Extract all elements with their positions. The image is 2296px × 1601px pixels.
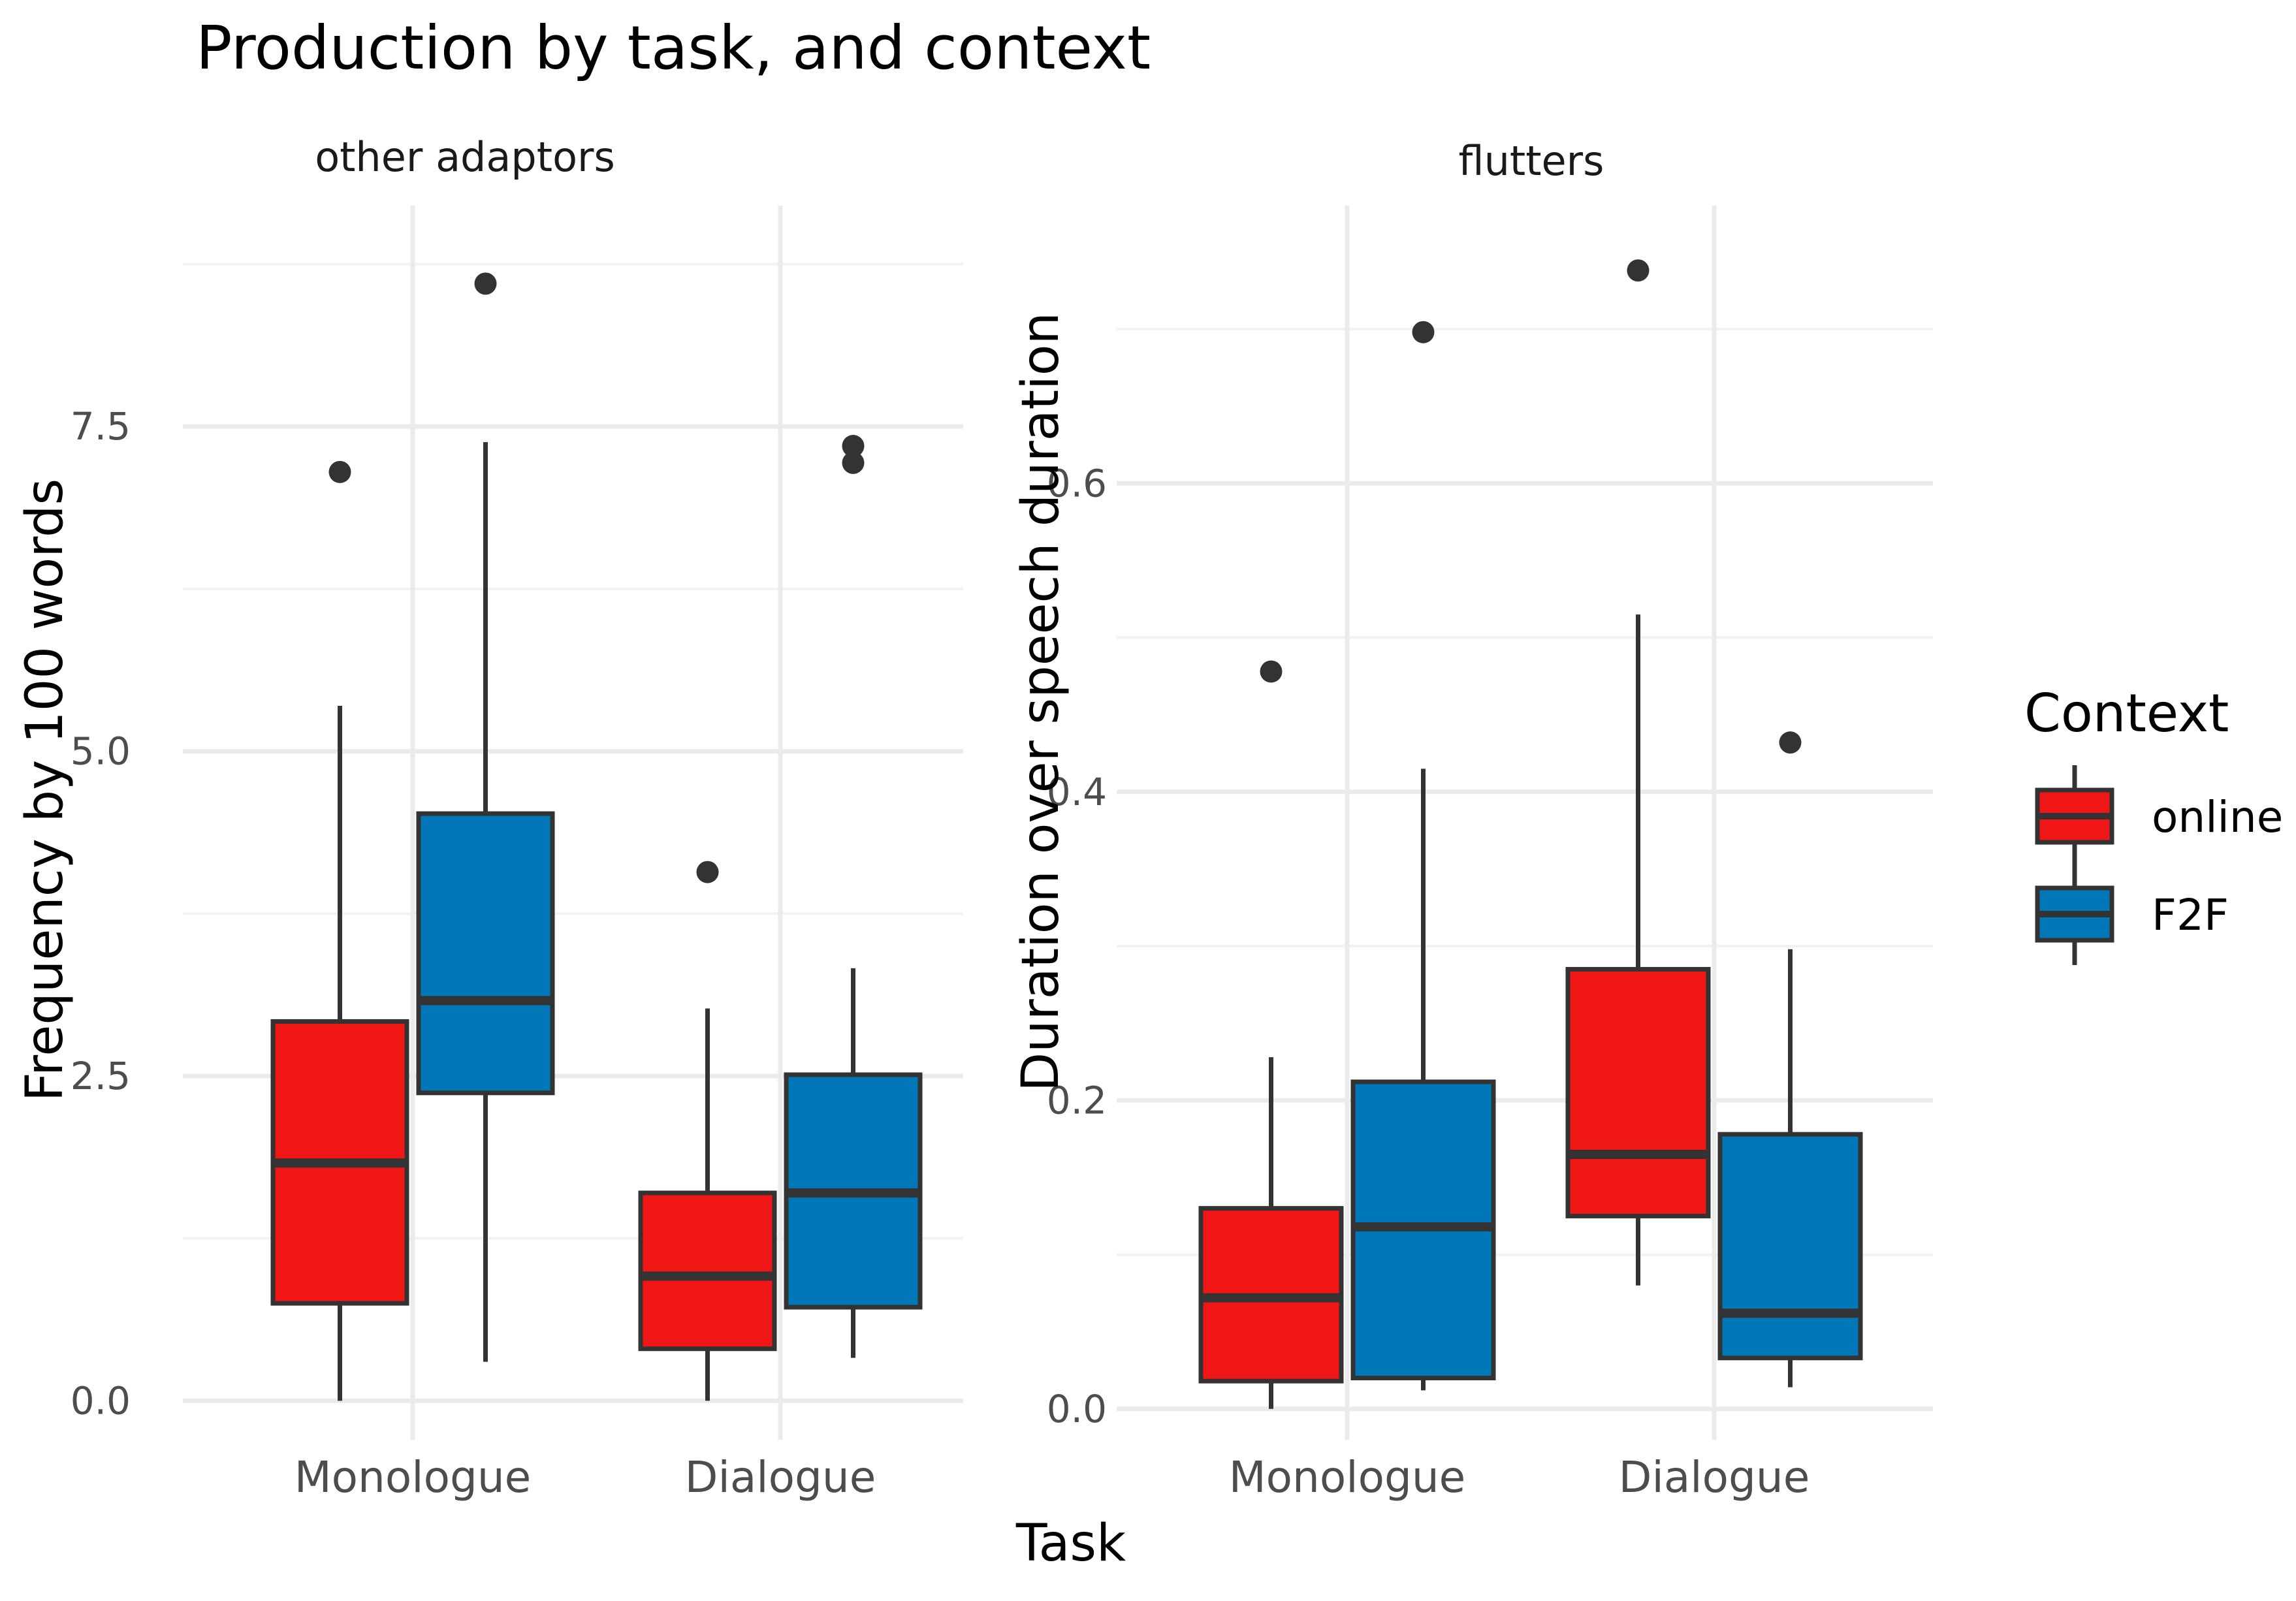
y-axis-title: Frequency by 100 words (16, 479, 74, 1102)
outlier-point (474, 272, 497, 295)
panel-other-adaptors: 0.0 2.5 5.0 7.5 Monologue Dialogue (71, 206, 963, 1502)
y-tick-label: 0.0 (71, 1378, 131, 1423)
outlier-point (1627, 259, 1650, 282)
y-axis-title: Duration over speech duration (1012, 312, 1070, 1092)
y-tick-label: 0.0 (1047, 1387, 1107, 1431)
x-tick-label: Dialogue (685, 1452, 876, 1502)
chart-title: Production by task, and context (196, 13, 1151, 83)
y-tick-label: 2.5 (71, 1054, 131, 1098)
outlier-point (1412, 321, 1435, 343)
box-online (1565, 966, 1711, 1218)
outlier-point (842, 451, 865, 474)
legend-label: online (2152, 792, 2283, 842)
outlier-point (328, 460, 351, 483)
outlier-point (1260, 660, 1283, 683)
panel-flutters: 0.0 0.2 0.4 0.6 Monologue Dialogue (1047, 206, 1933, 1502)
y-tick-label: 5.0 (71, 729, 131, 774)
panel-strip-label: other adaptors (315, 133, 615, 181)
x-tick-label: Monologue (295, 1452, 532, 1502)
outlier-point (696, 861, 719, 883)
box-F2F (416, 811, 555, 1096)
panel-strip-label: flutters (1459, 137, 1604, 185)
x-axis-title: Task (1015, 1514, 1126, 1573)
legend-label: F2F (2152, 890, 2229, 940)
legend-title: Context (2024, 683, 2229, 744)
box-F2F (1717, 1132, 1863, 1361)
x-tick-label: Monologue (1229, 1452, 1466, 1502)
y-tick-label: 7.5 (71, 404, 131, 449)
y-tick-label: 0.6 (1047, 461, 1107, 505)
x-tick-label: Dialogue (1619, 1452, 1810, 1502)
box-online (638, 1190, 777, 1352)
outlier-point (842, 435, 865, 458)
outlier-point (1779, 731, 1802, 754)
y-tick-label: 0.2 (1047, 1078, 1107, 1122)
y-tick-label: 0.4 (1047, 770, 1107, 814)
legend: Context online F2F (2024, 683, 2283, 965)
